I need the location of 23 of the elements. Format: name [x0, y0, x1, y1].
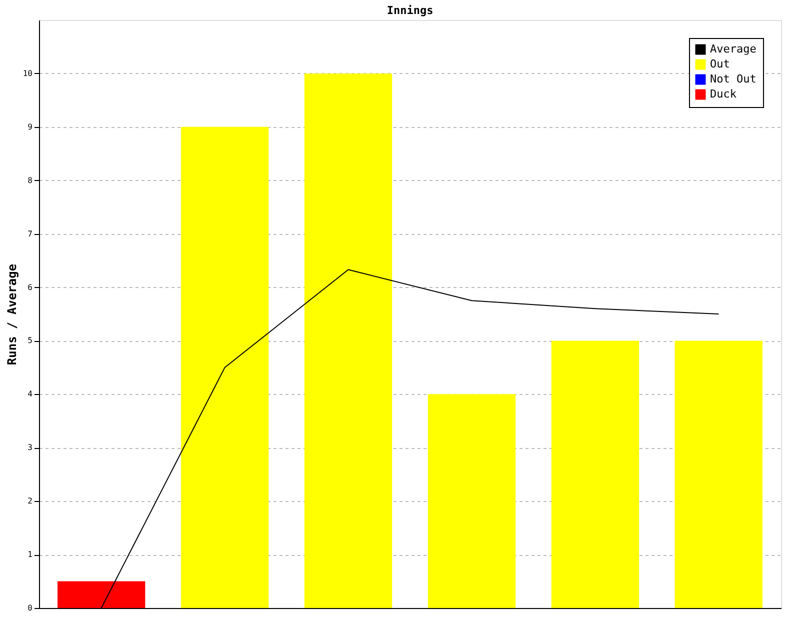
y-tick-label: 10: [22, 68, 33, 78]
legend-label: Out: [710, 58, 730, 70]
bar: [58, 581, 146, 608]
bar: [551, 340, 640, 608]
y-tick-label: 2: [28, 496, 33, 506]
y-tick-label: 3: [28, 443, 33, 452]
bar: [304, 73, 392, 608]
y-tick-label: 4: [28, 390, 33, 399]
legend-label: Duck: [710, 88, 737, 100]
y-tick-label: 9: [28, 122, 33, 132]
legend-label: Average: [710, 42, 756, 56]
y-tick-label: 6: [28, 282, 33, 292]
bar: [428, 394, 516, 608]
legend-label: Not Out: [710, 72, 756, 86]
y-tick-label: 1: [28, 550, 33, 560]
y-tick-label: 0: [28, 604, 33, 612]
chart-title: Innings: [386, 4, 434, 17]
bar: [674, 340, 762, 608]
y-tick-label: 7: [28, 229, 33, 238]
y-axis-title: Runs / Average: [4, 264, 19, 366]
y-tick-label: 8: [28, 176, 33, 185]
bar: [180, 126, 269, 608]
y-tick-label: 5: [28, 336, 33, 346]
